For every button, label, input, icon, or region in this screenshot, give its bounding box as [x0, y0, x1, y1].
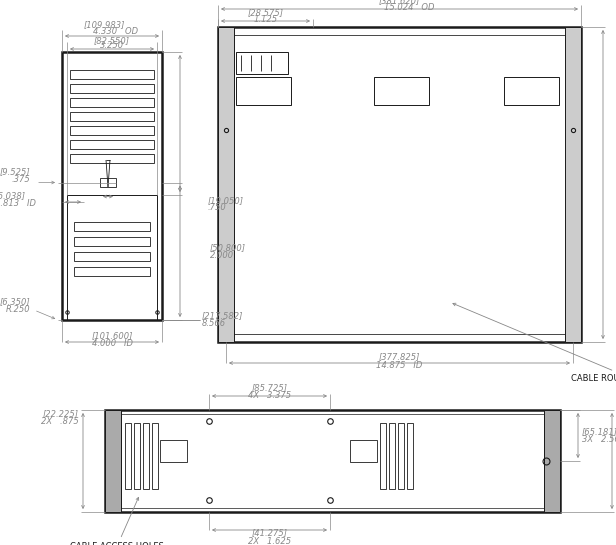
- Text: [9.525]: [9.525]: [0, 167, 30, 177]
- Bar: [74, 237, 150, 246]
- Text: [50.800]: [50.800]: [210, 243, 246, 252]
- Text: .375: .375: [11, 175, 30, 185]
- Text: [6.350]: [6.350]: [0, 298, 30, 306]
- Text: [22.225]: [22.225]: [43, 409, 79, 419]
- Bar: [407, 423, 413, 489]
- Bar: [544, 410, 560, 512]
- Text: [41.275]: [41.275]: [251, 529, 288, 537]
- Bar: [380, 423, 386, 489]
- Bar: [67, 195, 157, 320]
- Bar: [105, 410, 121, 512]
- Text: [82.550]: [82.550]: [94, 37, 130, 45]
- Bar: [74, 252, 150, 261]
- Bar: [70, 98, 154, 107]
- Bar: [62, 52, 162, 320]
- Text: CABLE ACCESS HOLES: CABLE ACCESS HOLES: [70, 498, 164, 545]
- Text: 1.813   ID: 1.813 ID: [0, 199, 36, 209]
- Text: 14.875   ID: 14.875 ID: [376, 360, 423, 370]
- Text: 4.000   ID: 4.000 ID: [92, 340, 132, 348]
- Text: 4.330   OD: 4.330 OD: [94, 27, 139, 37]
- Bar: [121, 414, 544, 508]
- Text: 2X   .875: 2X .875: [41, 417, 79, 427]
- Bar: [226, 35, 573, 334]
- Text: [109.983]: [109.983]: [83, 21, 124, 29]
- Text: [65.181]: [65.181]: [582, 427, 616, 436]
- Bar: [134, 423, 140, 489]
- Text: [217.582]: [217.582]: [202, 312, 243, 320]
- Text: .750: .750: [208, 203, 227, 213]
- Text: 3X   2.566: 3X 2.566: [582, 435, 616, 444]
- Bar: [389, 423, 395, 489]
- Bar: [350, 440, 377, 462]
- Bar: [236, 52, 288, 74]
- Bar: [160, 440, 187, 462]
- Bar: [565, 27, 581, 342]
- Bar: [70, 70, 154, 79]
- Bar: [236, 77, 291, 105]
- Bar: [398, 423, 404, 489]
- Bar: [74, 222, 150, 231]
- Bar: [70, 112, 154, 121]
- Text: [377.825]: [377.825]: [379, 353, 420, 361]
- Bar: [70, 84, 154, 93]
- Text: [46.038]: [46.038]: [0, 191, 26, 201]
- Text: [19.050]: [19.050]: [208, 197, 244, 205]
- Bar: [218, 27, 234, 342]
- Text: [85.725]: [85.725]: [251, 384, 288, 392]
- Text: 1.125: 1.125: [254, 15, 278, 25]
- Text: [101.600]: [101.600]: [91, 331, 132, 341]
- Bar: [105, 410, 560, 512]
- Bar: [218, 27, 581, 342]
- Text: 2X   1.625: 2X 1.625: [248, 536, 291, 545]
- Text: 15.024   OD: 15.024 OD: [384, 3, 435, 13]
- Text: 2.000: 2.000: [210, 251, 234, 260]
- Text: [28.575]: [28.575]: [248, 9, 284, 17]
- Bar: [374, 77, 429, 105]
- Text: 8.566: 8.566: [202, 319, 226, 329]
- Bar: [70, 126, 154, 135]
- Text: CABLE ROUTING UNDER CPU: CABLE ROUTING UNDER CPU: [453, 303, 616, 383]
- Text: [381.620]: [381.620]: [379, 0, 420, 5]
- Bar: [143, 423, 149, 489]
- Bar: [100, 178, 116, 187]
- Text: R.250: R.250: [6, 306, 30, 314]
- Bar: [152, 423, 158, 489]
- Bar: [504, 77, 559, 105]
- Bar: [125, 423, 131, 489]
- Bar: [70, 140, 154, 149]
- Bar: [74, 267, 150, 276]
- Text: 4X   3.375: 4X 3.375: [248, 391, 291, 399]
- Bar: [70, 154, 154, 163]
- Text: 3.250: 3.250: [100, 41, 124, 51]
